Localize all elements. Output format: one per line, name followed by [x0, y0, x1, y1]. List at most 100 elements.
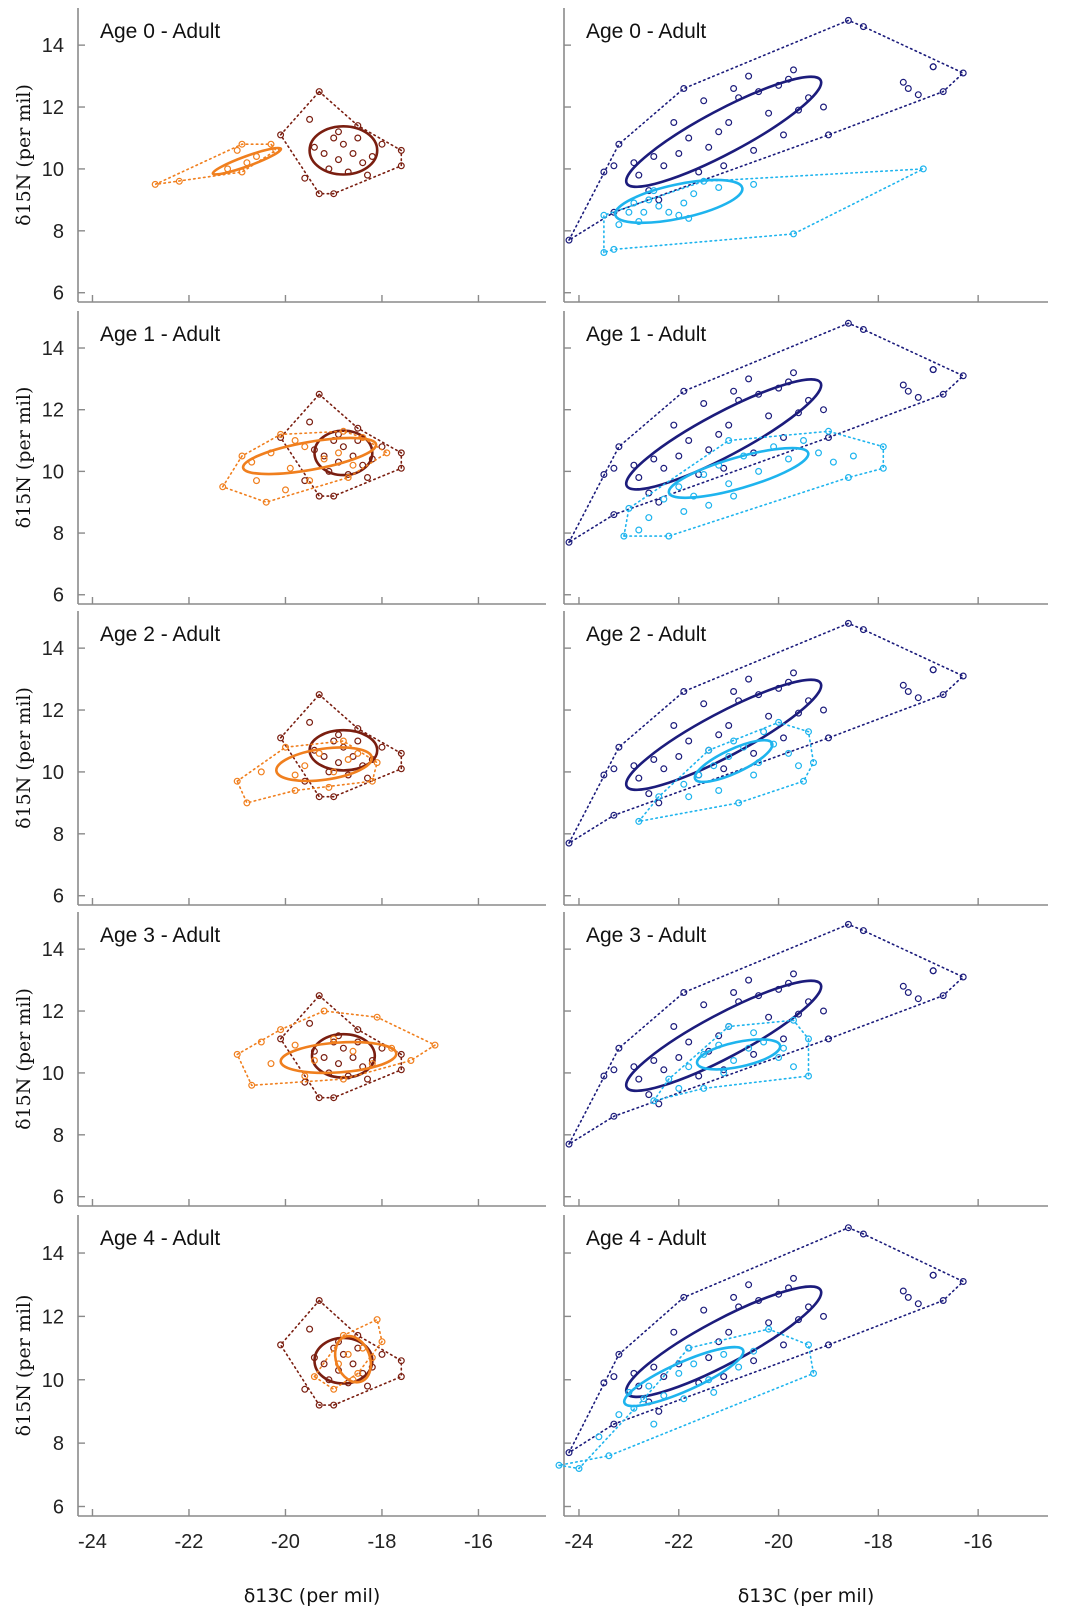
data-point-juvenile: [685, 1344, 693, 1352]
panel-right-age-2: Age 2 - Adult: [563, 611, 1048, 906]
data-point-juvenile: [291, 786, 299, 794]
data-point-adult: [939, 88, 947, 96]
data-point-adult: [397, 1373, 405, 1381]
data-point-adult: [745, 976, 753, 984]
data-point-juvenile: [770, 740, 778, 748]
data-point-adult: [789, 1274, 797, 1282]
data-point-adult: [745, 72, 753, 80]
panel-title: Age 0 - Adult: [100, 20, 220, 43]
data-point-adult: [715, 1032, 723, 1040]
data-point-adult: [670, 421, 678, 429]
data-point-juvenile: [344, 1350, 352, 1358]
data-point-adult: [277, 1035, 285, 1043]
data-point-adult: [655, 1407, 663, 1415]
data-point-juvenile: [675, 483, 683, 491]
data-point-adult: [378, 743, 386, 751]
data-point-juvenile: [257, 1038, 265, 1046]
data-point-adult: [779, 434, 787, 442]
panel-left-age-2: 6 8 10 12 14 Age 2 - Adult δ15N (per mil): [13, 611, 546, 908]
sea-ellipse-adult: [310, 1032, 377, 1079]
data-point-juvenile: [680, 1395, 688, 1403]
data-point-adult: [354, 134, 362, 142]
data-point-adult: [675, 150, 683, 158]
data-point-adult: [939, 1296, 947, 1304]
data-point-adult: [844, 319, 852, 327]
data-point-adult: [330, 1094, 338, 1102]
panel-title: Age 1 - Adult: [586, 323, 706, 346]
data-point-adult: [844, 1224, 852, 1232]
data-point-adult: [660, 464, 668, 472]
data-point-adult: [705, 1354, 713, 1362]
data-point-adult: [335, 156, 343, 164]
data-point-adult: [725, 1328, 733, 1336]
data-point-adult: [939, 992, 947, 1000]
data-point-adult: [610, 162, 618, 170]
sea-ellipse-adult: [624, 678, 823, 792]
data-point-juvenile: [750, 1347, 758, 1355]
data-point-juvenile: [555, 1461, 563, 1469]
data-point-adult: [565, 538, 573, 546]
data-point-adult: [359, 159, 367, 167]
y-tick-label: 8: [53, 824, 64, 846]
data-point-adult: [277, 131, 285, 139]
series-adult: [565, 1224, 967, 1457]
convex-hull-adult: [279, 693, 403, 798]
data-point-juvenile: [705, 501, 713, 509]
data-point-adult: [330, 793, 338, 801]
data-point-juvenile: [600, 211, 608, 219]
data-point-juvenile: [151, 180, 159, 188]
data-point-adult: [320, 452, 328, 460]
series-juvenile: [233, 737, 381, 807]
data-point-adult: [745, 1281, 753, 1289]
y-tick-label: 8: [53, 523, 64, 545]
panel-left-age-3: 6 8 10 12 14 Age 3 - Adult δ15N (per mil): [13, 912, 546, 1209]
data-point-adult: [750, 1050, 758, 1058]
data-point-juvenile: [765, 1325, 773, 1333]
data-point-adult: [335, 731, 343, 739]
data-point-juvenile: [660, 1392, 668, 1400]
data-point-adult: [610, 464, 618, 472]
data-point-adult: [660, 1373, 668, 1381]
series-juvenile: [620, 427, 887, 540]
data-point-adult: [904, 988, 912, 996]
data-point-adult: [899, 1287, 907, 1295]
data-point-adult: [655, 498, 663, 506]
y-tick-label: 14: [42, 1243, 64, 1265]
data-point-juvenile: [690, 1360, 698, 1368]
data-point-juvenile: [354, 749, 362, 757]
data-point-adult: [824, 1341, 832, 1349]
series-adult: [565, 319, 967, 546]
data-point-adult: [378, 140, 386, 148]
data-point-adult: [859, 326, 867, 334]
data-point-adult: [354, 737, 362, 745]
panel-left-age-0: 6 8 10 12 14 Age 0 - Adult δ15N (per mil): [13, 8, 546, 305]
data-point-juvenile: [700, 471, 708, 479]
data-point-adult: [635, 474, 643, 482]
data-point-adult: [610, 765, 618, 773]
panel-right-age-1: Age 1 - Adult: [563, 311, 1048, 605]
data-point-adult: [819, 1007, 827, 1015]
data-point-adult: [306, 115, 314, 123]
sea-ellipse-adult: [624, 75, 823, 189]
convex-hull-juvenile: [221, 430, 389, 504]
convex-hull-juvenile: [236, 740, 379, 804]
data-point-juvenile: [760, 728, 768, 736]
data-point-adult: [859, 23, 867, 31]
data-point-adult: [720, 162, 728, 170]
data-point-juvenile: [665, 532, 673, 540]
y-tick-label: 10: [42, 762, 64, 784]
data-point-juvenile: [804, 1072, 812, 1080]
data-point-adult: [680, 687, 688, 695]
data-point-juvenile: [879, 464, 887, 472]
y-axis-label: δ15N (per mil): [13, 988, 35, 1130]
data-point-adult: [615, 140, 623, 148]
data-point-adult: [745, 375, 753, 383]
data-point-adult: [650, 455, 658, 463]
data-point-juvenile: [849, 452, 857, 460]
data-point-juvenile: [248, 1081, 256, 1089]
data-point-adult: [670, 118, 678, 126]
series-juvenile: [600, 165, 927, 257]
data-point-juvenile: [315, 749, 323, 757]
data-point-juvenile: [257, 768, 265, 776]
